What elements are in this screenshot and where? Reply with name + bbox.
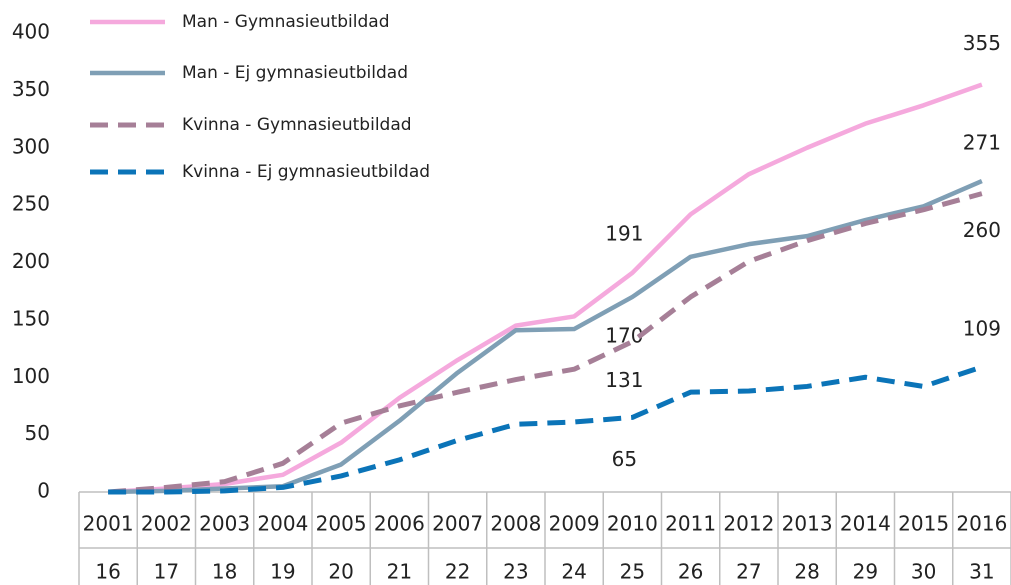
x-tick-label: 2016	[956, 512, 1007, 536]
y-tick-label: 100	[12, 364, 50, 388]
data-label: 271	[963, 131, 1001, 155]
y-tick-label: 400	[12, 20, 50, 44]
y-tick-label: 350	[12, 77, 50, 101]
x-tick-sublabel: 23	[503, 560, 528, 584]
x-tick-label: 2013	[782, 512, 833, 536]
x-tick-sublabel: 30	[911, 560, 936, 584]
series-line	[108, 364, 983, 495]
x-tick-label: 2004	[257, 512, 308, 536]
data-label: 109	[963, 316, 1001, 340]
data-label: 131	[605, 368, 643, 392]
y-tick-label: 200	[12, 249, 50, 273]
data-label: 260	[963, 218, 1001, 242]
legend-label: Kvinna - Ej gymnasieutbildad	[182, 162, 430, 182]
legend-label: Kvinna - Gymnasieutbildad	[182, 115, 412, 135]
x-tick-sublabel: 28	[794, 560, 819, 584]
data-label: 191	[605, 221, 643, 245]
y-tick-label: 50	[25, 421, 50, 445]
x-tick-sublabel: 22	[445, 560, 470, 584]
x-tick-label: 2006	[374, 512, 425, 536]
series-line	[107, 191, 983, 495]
x-tick-label: 2011	[665, 512, 716, 536]
x-tick-sublabel: 17	[154, 560, 179, 584]
x-tick-sublabel: 18	[212, 560, 237, 584]
x-tick-label: 2010	[607, 512, 658, 536]
x-tick-sublabel: 25	[620, 560, 645, 584]
x-tick-label: 2007	[432, 512, 483, 536]
x-tick-label: 2005	[316, 512, 367, 536]
y-tick-label: 0	[37, 479, 50, 503]
x-tick-label: 2001	[83, 512, 134, 536]
x-tick-label: 2009	[549, 512, 600, 536]
data-label: 355	[963, 31, 1001, 55]
x-tick-sublabel: 21	[387, 560, 412, 584]
y-tick-label: 150	[12, 306, 50, 330]
x-tick-sublabel: 19	[270, 560, 295, 584]
x-tick-sublabel: 24	[561, 560, 586, 584]
x-tick-sublabel: 31	[969, 560, 994, 584]
series-line	[107, 82, 983, 495]
data-label: 65	[612, 447, 637, 471]
x-tick-sublabel: 29	[853, 560, 878, 584]
x-tick-sublabel: 27	[736, 560, 761, 584]
x-tick-sublabel: 20	[328, 560, 353, 584]
x-tick-sublabel: 26	[678, 560, 703, 584]
x-tick-label: 2003	[199, 512, 250, 536]
y-tick-label: 300	[12, 134, 50, 158]
x-tick-label: 2012	[723, 512, 774, 536]
legend-label: Man - Gymnasieutbildad	[182, 12, 390, 32]
legend-label: Man - Ej gymnasieutbildad	[182, 63, 408, 83]
x-tick-label: 2008	[490, 512, 541, 536]
y-tick-label: 250	[12, 192, 50, 216]
x-tick-label: 2015	[898, 512, 949, 536]
x-tick-label: 2014	[840, 512, 891, 536]
x-tick-sublabel: 16	[95, 560, 120, 584]
x-tick-label: 2002	[141, 512, 192, 536]
